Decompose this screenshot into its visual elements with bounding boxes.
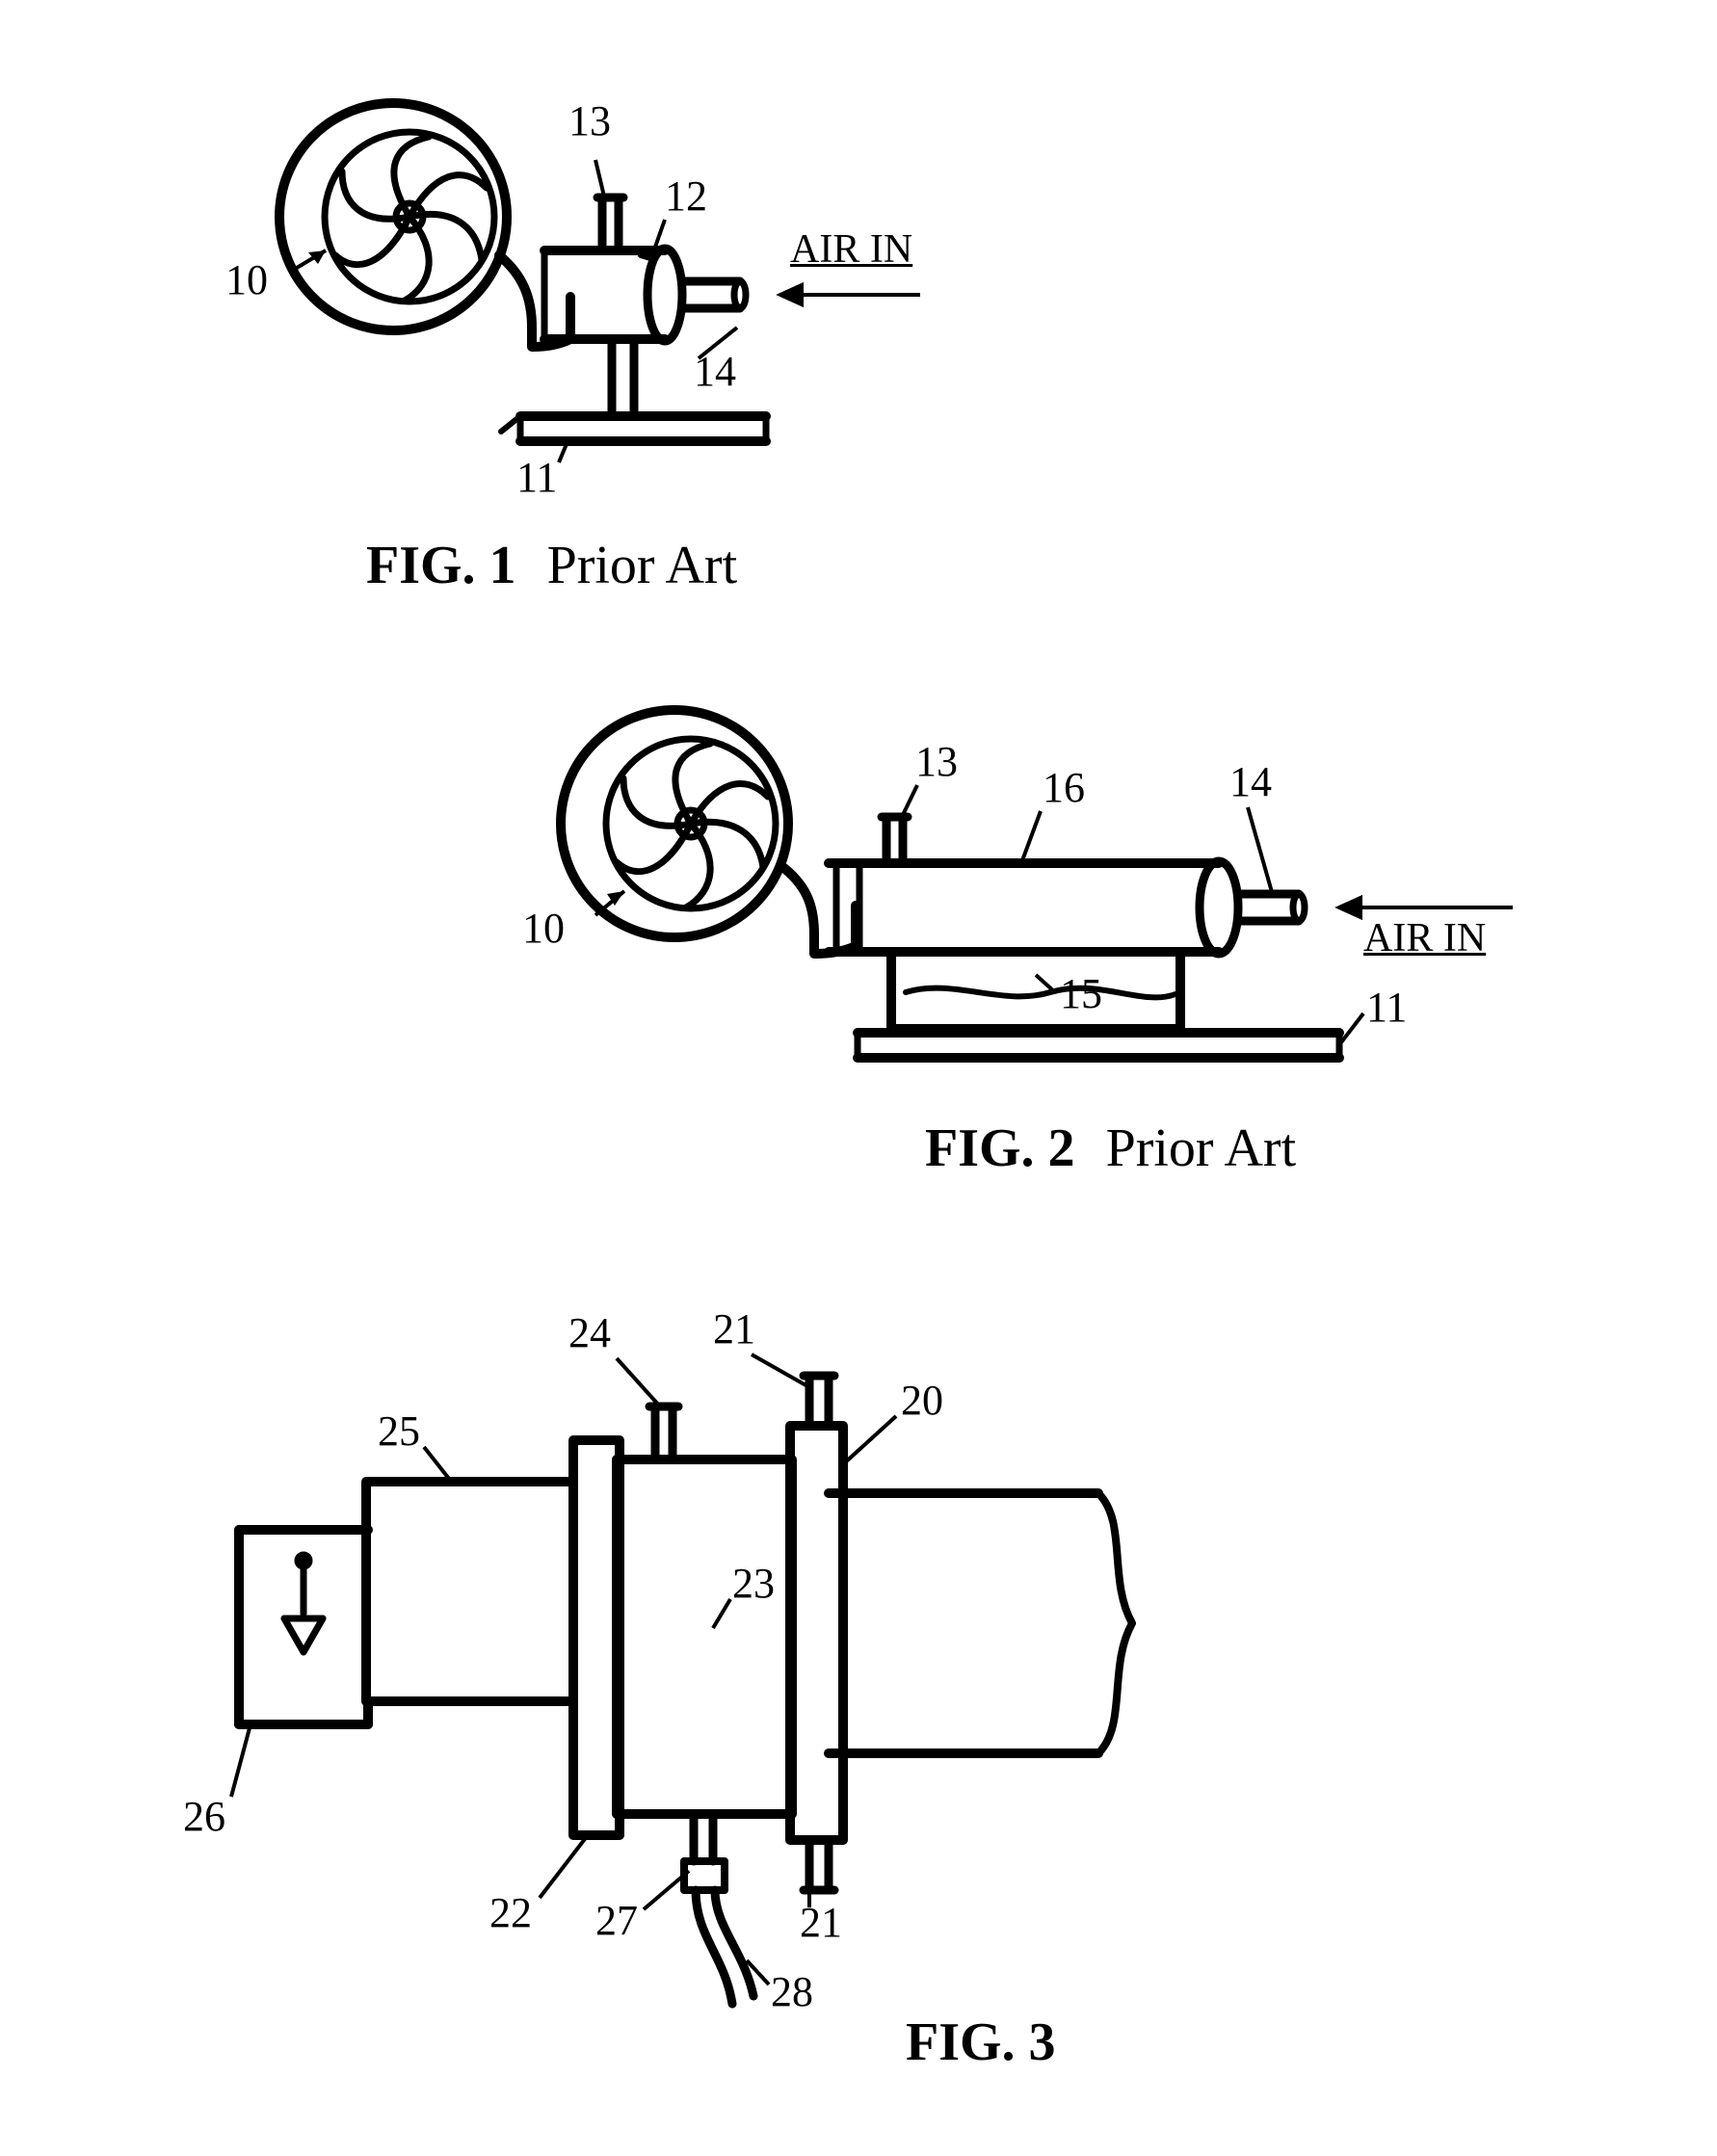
ref-10: 10 xyxy=(522,904,565,953)
air-in-label: AIR IN xyxy=(790,226,912,273)
fig1-prior-art: Prior Art xyxy=(547,536,738,595)
figure-1: 13 12 10 14 11 AIR IN xyxy=(212,58,964,559)
figure-2: 13 16 14 10 15 11 AIR IN xyxy=(501,674,1542,1156)
ref-15: 15 xyxy=(1060,969,1102,1018)
ref-22: 22 xyxy=(489,1888,532,1937)
fig2-prior-art: Prior Art xyxy=(1106,1118,1297,1178)
ref-14: 14 xyxy=(1229,757,1272,806)
ref-21-top: 21 xyxy=(713,1304,755,1354)
figure-2-caption: FIG. 2 Prior Art xyxy=(925,1117,1296,1179)
ref-27: 27 xyxy=(595,1896,638,1945)
air-in-label: AIR IN xyxy=(1363,915,1486,961)
ref-23: 23 xyxy=(732,1559,775,1608)
ref-11: 11 xyxy=(1366,983,1407,1032)
fig1-label: FIG. 1 xyxy=(366,536,516,595)
ref-14: 14 xyxy=(694,347,736,396)
figure-3-caption: FIG. 3 xyxy=(906,2011,1056,2073)
figure-3: 24 21 20 25 23 26 22 27 21 28 xyxy=(135,1272,1175,2062)
ref-24: 24 xyxy=(568,1308,611,1357)
ref-10: 10 xyxy=(225,255,268,304)
ref-13: 13 xyxy=(568,96,611,145)
ref-20: 20 xyxy=(901,1376,943,1425)
figure-1-caption: FIG. 1 Prior Art xyxy=(366,535,737,596)
ref-25: 25 xyxy=(378,1407,420,1456)
fig2-label: FIG. 2 xyxy=(925,1118,1075,1178)
fig3-label: FIG. 3 xyxy=(906,2012,1056,2072)
ref-26: 26 xyxy=(183,1792,225,1841)
ref-11: 11 xyxy=(516,453,557,502)
ref-16: 16 xyxy=(1043,763,1085,812)
ref-13: 13 xyxy=(915,737,958,786)
ref-12: 12 xyxy=(665,171,707,221)
ref-28: 28 xyxy=(771,1967,813,2016)
figure-3-drawing xyxy=(135,1272,1175,2062)
ref-21-bottom: 21 xyxy=(800,1898,842,1947)
patent-figure-page: 13 12 10 14 11 AIR IN FIG. 1 Prior Art xyxy=(0,0,1717,2156)
